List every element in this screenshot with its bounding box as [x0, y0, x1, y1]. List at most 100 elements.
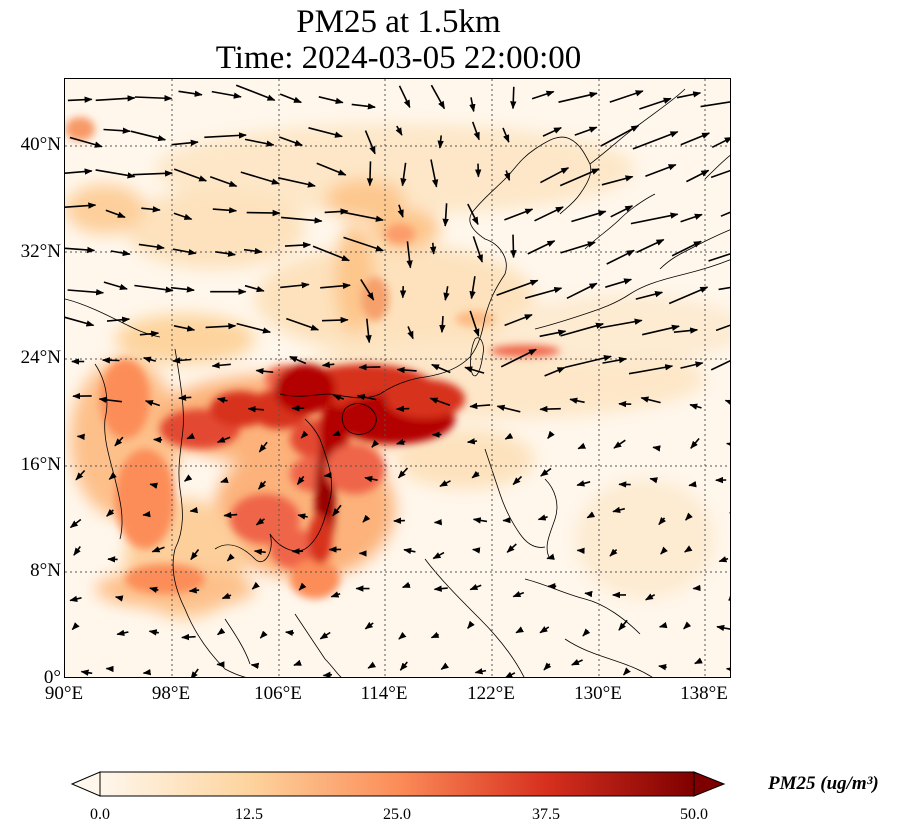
y-tick-label: 8°N [30, 560, 61, 581]
wind-arrow [403, 547, 416, 555]
wind-arrow [609, 90, 644, 103]
wind-arrow [632, 131, 679, 150]
wind-arrow [65, 246, 96, 254]
wind-arrow [715, 324, 730, 332]
wind-arrow [343, 236, 384, 252]
wind-arrow [472, 236, 483, 263]
wind-arrow [395, 405, 410, 413]
wind-arrow [247, 406, 265, 413]
wind-arrow [204, 132, 247, 139]
wind-arrow [474, 668, 487, 675]
y-tick-label: 32°N [20, 241, 61, 262]
x-tick-label: 90°E [44, 683, 84, 704]
wind-arrow [134, 95, 173, 102]
wind-arrow [467, 620, 475, 630]
wind-arrow [543, 662, 552, 671]
wind-arrow [708, 253, 730, 262]
wind-arrow [652, 445, 661, 452]
wind-arrow [223, 511, 238, 519]
x-tick-label: 122°E [467, 683, 515, 704]
wind-arrow [71, 622, 80, 631]
wind-arrow [116, 629, 129, 636]
wind-arrow [246, 209, 281, 217]
wind-arrow [106, 316, 131, 323]
wind-arrow [365, 318, 372, 344]
wind-arrow [279, 136, 303, 147]
y-tick-label: 0° [43, 667, 61, 688]
wind-arrow [710, 169, 730, 179]
wind-arrow [220, 476, 229, 483]
wind-arrow [612, 506, 625, 513]
wind-arrow [149, 586, 159, 593]
wind-arrow [108, 472, 117, 480]
wind-arrow [319, 631, 331, 640]
wind-arrow [138, 243, 165, 251]
wind-arrow [700, 101, 730, 108]
wind-arrow [397, 467, 409, 479]
wind-arrow [142, 668, 152, 676]
wind-arrow [364, 475, 378, 483]
wind-arrow [467, 203, 479, 226]
wind-arrow [645, 163, 677, 178]
wind-arrow [469, 402, 491, 410]
wind-arrow [571, 210, 607, 223]
wind-arrow [645, 593, 656, 601]
wind-arrow [398, 85, 411, 109]
pm25-map [65, 79, 730, 677]
wind-arrow [190, 668, 199, 677]
wind-arrow [259, 630, 268, 639]
wind-arrow [504, 432, 514, 440]
wind-arrow [469, 310, 480, 337]
wind-arrow [469, 583, 482, 591]
wind-arrow [65, 316, 95, 327]
wind-arrow [106, 508, 115, 517]
wind-arrow [437, 135, 444, 149]
wind-arrow [244, 138, 275, 147]
wind-arrow [560, 322, 604, 337]
wind-arrow [243, 247, 263, 255]
wind-arrow [134, 284, 174, 293]
wind-arrow [512, 591, 525, 598]
wind-arrow [576, 547, 585, 555]
wind-arrow [321, 361, 335, 368]
wind-arrow [710, 359, 730, 371]
wind-arrow [172, 248, 197, 256]
wind-arrow [236, 322, 271, 334]
colorbar [70, 771, 726, 797]
wind-arrow [142, 356, 157, 363]
wind-arrow [496, 404, 521, 413]
wind-arrow [502, 127, 510, 143]
wind-arrow [356, 394, 377, 401]
wind-arrow [559, 168, 600, 187]
wind-arrow [546, 553, 555, 560]
wind-arrow [539, 626, 550, 634]
wind-arrow [181, 633, 196, 641]
wind-arrow [114, 595, 124, 602]
wind-arrow [324, 208, 349, 215]
wind-arrow [80, 669, 93, 676]
wind-arrow [396, 438, 406, 445]
wind-arrow [209, 176, 238, 187]
wind-arrow [251, 581, 260, 590]
wind-arrow [635, 290, 664, 300]
wind-arrow [430, 159, 439, 188]
wind-arrow [564, 354, 612, 369]
wind-arrow [649, 477, 658, 484]
wind-arrow [286, 317, 320, 331]
wind-arrow [584, 590, 593, 598]
wind-arrow [95, 95, 136, 102]
wind-arrow [186, 432, 195, 440]
wind-arrow [105, 209, 126, 219]
wind-arrow [660, 546, 668, 555]
wind-arrow [725, 666, 730, 673]
wind-arrow [469, 97, 476, 113]
wind-arrow [332, 429, 341, 437]
wind-arrow [531, 90, 555, 100]
wind-arrow [69, 595, 82, 602]
wind-arrow [472, 517, 488, 524]
wind-arrow [668, 286, 709, 305]
wind-arrow [148, 629, 159, 636]
wind-arrow [576, 480, 591, 487]
wind-arrow [250, 662, 260, 670]
wind-arrow [472, 547, 481, 554]
